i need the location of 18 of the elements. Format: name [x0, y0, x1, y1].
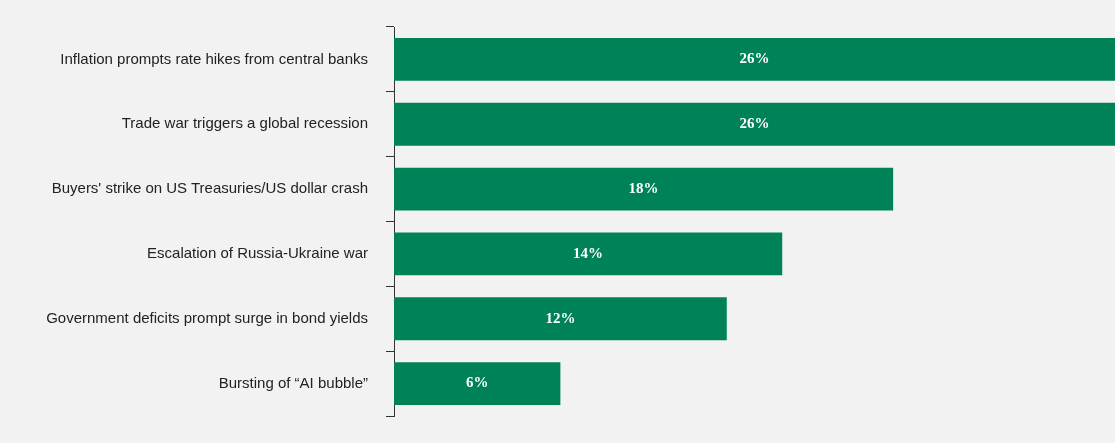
bar [394, 167, 894, 211]
y-tick-label: Government deficits prompt surge in bond yields [46, 308, 368, 326]
data-label: 6% [465, 374, 489, 391]
bar [394, 297, 727, 341]
y-tick-label: Buyers' strike on US Treasuries/US dollar crash [51, 179, 368, 197]
y-tick-label: Inflation prompts rate hikes from central banks [60, 49, 368, 67]
data-label: 26% [739, 115, 770, 132]
data-label: 18% [628, 179, 659, 196]
data-label: 14% [573, 244, 604, 261]
bar [394, 38, 1115, 81]
data-label: 12% [545, 309, 576, 326]
y-tick-label: Trade war triggers a global recession [121, 114, 368, 132]
y-tick-label: Bursting of “AI bubble” [218, 373, 368, 391]
bar [394, 102, 1115, 146]
bar [394, 362, 561, 405]
data-label: 26% [739, 50, 770, 67]
y-tick-label: Escalation of Russia-Ukraine war [147, 244, 368, 262]
bar [394, 232, 783, 276]
